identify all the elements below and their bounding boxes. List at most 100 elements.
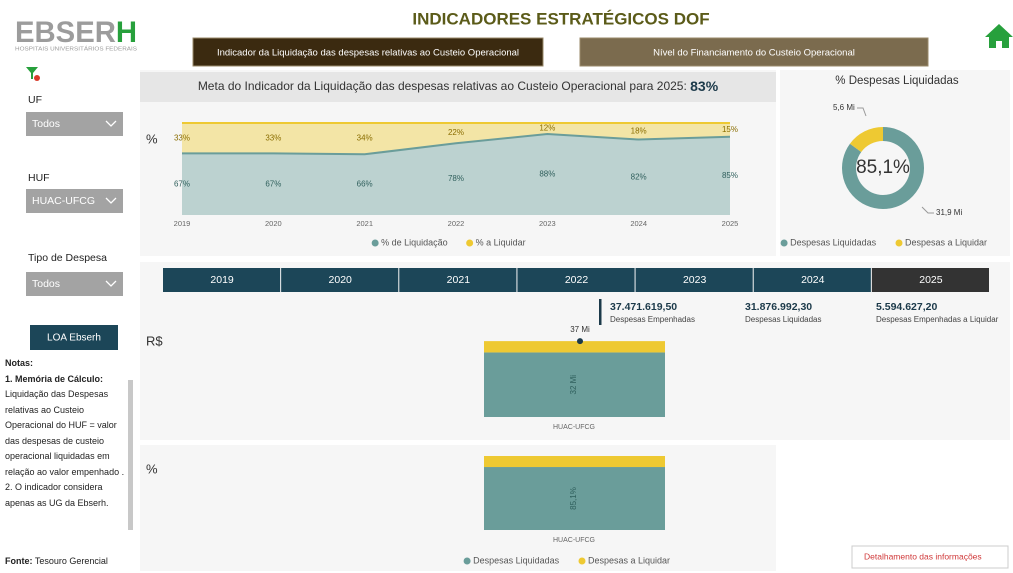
year-button[interactable]	[635, 268, 753, 292]
data-label: 34%	[357, 134, 373, 143]
year-button[interactable]	[871, 268, 989, 292]
detail-button[interactable]	[851, 545, 1009, 569]
year-button[interactable]	[399, 268, 517, 292]
area-a-liquidar	[182, 123, 730, 155]
x-tick-label: HUAC-UFCG	[553, 537, 595, 544]
year-button[interactable]	[163, 268, 281, 292]
detail-button-label[interactable]: Detalhamento das informações	[864, 551, 982, 561]
dropdown-value[interactable]: Todos	[32, 278, 60, 290]
year-button-label[interactable]: 2021	[447, 274, 471, 286]
data-label: 66%	[357, 180, 373, 189]
year-button[interactable]	[281, 268, 399, 292]
dropdown[interactable]	[26, 272, 123, 296]
line-liquidacao	[182, 133, 731, 156]
legend-label: Despesas Liquidadas	[790, 237, 877, 247]
data-label: 33%	[265, 133, 281, 142]
dropdown[interactable]	[26, 112, 123, 136]
dropdown-chevron	[105, 197, 117, 204]
loa-button[interactable]	[30, 325, 118, 350]
dropdown-value[interactable]: Todos	[32, 118, 60, 130]
kpi-label: Despesas Empenhadas a Liquidar	[876, 315, 999, 324]
filter-label: Tipo de Despesa	[28, 252, 107, 264]
filter-label: UF	[28, 94, 42, 106]
data-label: 18%	[631, 126, 647, 135]
donut-slice	[842, 127, 924, 209]
year-button[interactable]	[753, 268, 871, 292]
legend-label: Despesas a Liquidar	[905, 237, 987, 247]
x-tick-label: 2020	[265, 219, 282, 228]
note-label: 1. Memória de Cálculo:	[5, 373, 104, 384]
legend-label: % de Liquidação	[381, 237, 448, 247]
data-label: 67%	[174, 179, 190, 188]
goal: Meta do Indicador da Liquidação das desp…	[198, 78, 719, 94]
note-text: Liquidação das Despesas relativas ao Cus…	[5, 389, 125, 477]
notes: Notas: 1. Memória de Cálculo: Liquidação…	[5, 356, 125, 511]
legend-marker	[463, 557, 471, 565]
legend-marker	[895, 239, 903, 247]
logo-subtitle: HOSPITAIS UNIVERSITÁRIOS FEDERAIS	[15, 45, 138, 52]
source: Fonte: Tesouro Gerencial	[5, 556, 108, 566]
total-marker	[577, 338, 583, 345]
clear-filter-icon[interactable]	[26, 67, 40, 81]
chart-title: % Despesas Liquidadas	[835, 75, 959, 87]
home-icon[interactable]	[985, 24, 1013, 48]
year-button-label[interactable]: 2020	[329, 274, 353, 286]
bar-segment	[484, 352, 665, 417]
y-axis-label: R$	[146, 333, 163, 348]
tab[interactable]	[579, 37, 929, 67]
kpi-label: Despesas Empenhadas	[610, 315, 695, 324]
donut-center-label: 85,1%	[856, 157, 910, 178]
legend-label: Despesas Liquidadas	[473, 555, 560, 565]
kpi-value: 5.594.627,20	[876, 301, 937, 313]
note-text: 2. O indicador considera apenas as UG da…	[5, 482, 109, 508]
leader-line	[857, 107, 867, 117]
tab[interactable]	[192, 37, 544, 67]
total-label: 37 Mi	[570, 325, 590, 334]
source-text: Tesouro Gerencial	[34, 556, 108, 566]
data-label: 12%	[539, 124, 555, 133]
goal-banner	[140, 72, 776, 102]
scrollbar	[128, 380, 133, 530]
legend-marker	[371, 239, 379, 247]
panel	[140, 445, 776, 571]
legend-label: Despesas a Liquidar	[588, 555, 670, 565]
data-label: 82%	[631, 172, 647, 181]
tab-label[interactable]: Nível do Financiamento do Custeio Operac…	[653, 48, 855, 59]
year-button-label[interactable]: 2024	[801, 274, 825, 286]
x-tick-label: 2025	[722, 219, 739, 228]
dropdown-value[interactable]: HUAC-UFCG	[32, 195, 95, 207]
kpi-value: 37.471.619,50	[610, 301, 677, 313]
legend-marker	[466, 239, 474, 247]
data-label: 85%	[722, 171, 738, 180]
year-button[interactable]	[517, 268, 635, 292]
bar-segment	[484, 456, 665, 468]
x-tick-label: 2019	[174, 219, 191, 228]
dropdown-chevron	[105, 120, 117, 127]
year-button-label[interactable]: 2022	[565, 274, 589, 286]
bar-segment	[484, 467, 665, 530]
data-label: 32 Mi	[569, 375, 578, 395]
data-label: 5,6 Mi	[833, 103, 855, 112]
x-tick-label: 2023	[539, 219, 556, 228]
loa-button-label[interactable]: LOA Ebserh	[47, 333, 101, 344]
kpi-divider	[599, 299, 602, 325]
year-button-label[interactable]: 2025	[919, 274, 943, 286]
y-axis-label: %	[146, 461, 158, 476]
data-label: 85,1%	[569, 487, 578, 510]
x-tick-label: 2022	[448, 219, 465, 228]
data-label: 22%	[448, 128, 464, 137]
data-label: 88%	[539, 170, 555, 179]
year-button-label[interactable]: 2019	[210, 274, 234, 286]
donut-slice	[849, 127, 884, 153]
x-tick-label: HUAC-UFCG	[553, 424, 595, 431]
x-tick-label: 2024	[630, 219, 647, 228]
dropdown[interactable]	[26, 189, 123, 213]
leader-line	[921, 206, 934, 214]
year-button-label[interactable]: 2023	[683, 274, 707, 286]
kpi-label: Despesas Liquidadas	[745, 315, 822, 324]
tab-label[interactable]: Indicador da Liquidação das despesas rel…	[217, 48, 519, 59]
goal-text: Meta do Indicador da Liquidação das desp…	[198, 79, 687, 93]
page-title: INDICADORES ESTRATÉGICOS DOF	[412, 9, 709, 28]
panel	[780, 70, 1010, 256]
